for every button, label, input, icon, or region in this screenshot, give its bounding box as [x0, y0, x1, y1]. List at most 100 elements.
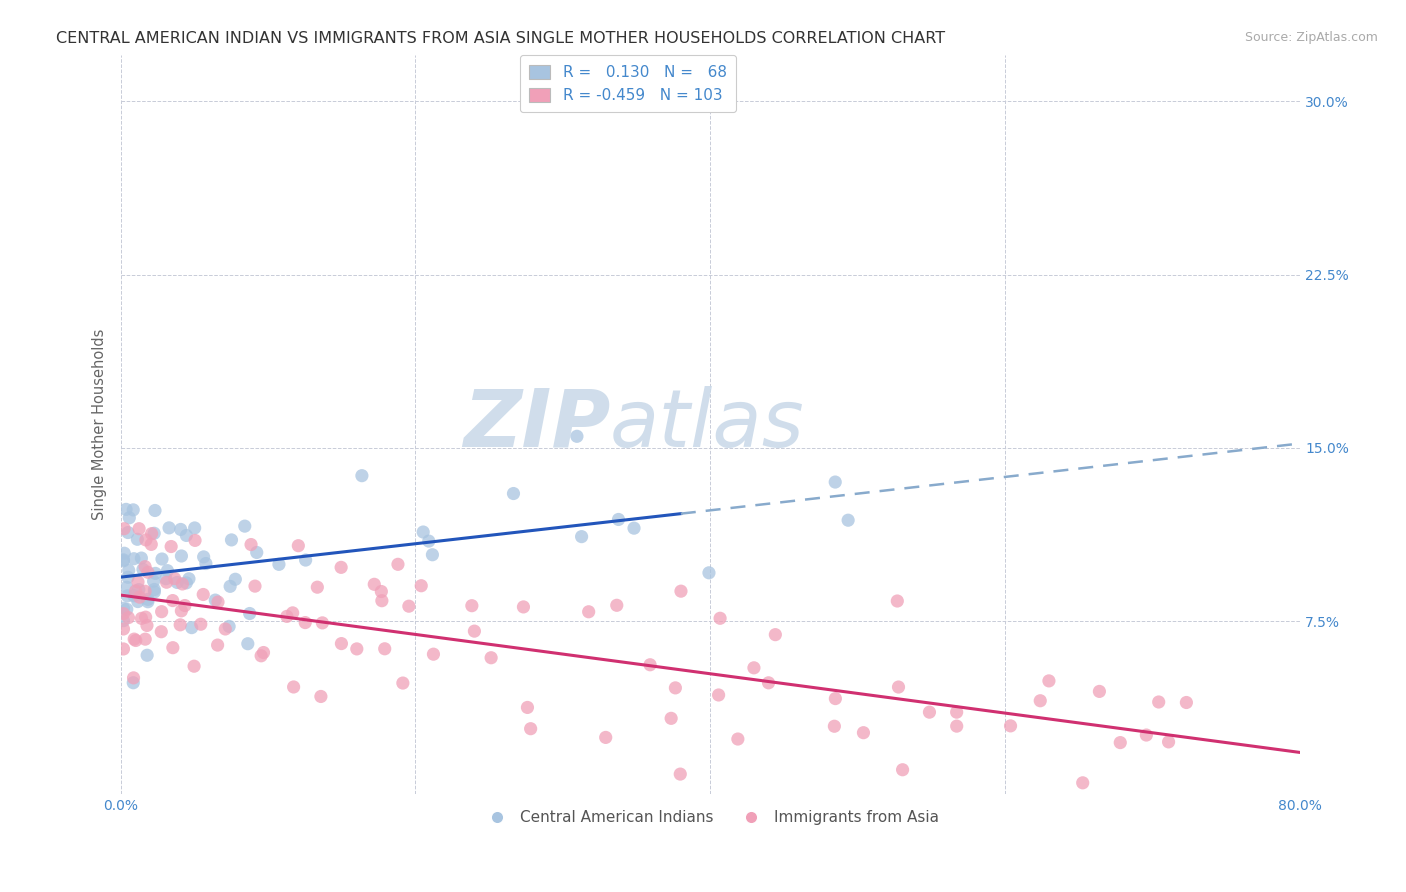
Point: [824, 475, 846, 489]
Text: CENTRAL AMERICAN INDIAN VS IMMIGRANTS FROM ASIA SINGLE MOTHER HOUSEHOLDS CORRELA: CENTRAL AMERICAN INDIAN VS IMMIGRANTS FR…: [56, 31, 945, 46]
Text: ZIP: ZIP: [463, 385, 610, 464]
Point: [243, 579, 266, 593]
Point: [945, 705, 967, 719]
Point: [112, 554, 135, 568]
Point: [131, 551, 153, 566]
Point: [207, 638, 229, 652]
Point: [124, 584, 146, 599]
Point: [1147, 695, 1170, 709]
Point: [1109, 736, 1132, 750]
Point: [461, 599, 484, 613]
Point: [512, 599, 534, 614]
Point: [157, 521, 180, 535]
Point: [112, 614, 135, 628]
Point: [141, 537, 163, 551]
Point: [150, 624, 173, 639]
Point: [193, 549, 215, 564]
Point: [502, 486, 524, 500]
Point: [112, 642, 135, 657]
Point: [156, 564, 179, 578]
Point: [412, 524, 434, 539]
Point: [1038, 673, 1060, 688]
Point: [709, 611, 731, 625]
Point: [350, 468, 373, 483]
Point: [172, 577, 194, 591]
Point: [150, 605, 173, 619]
Point: [363, 577, 385, 591]
Point: [177, 572, 200, 586]
Point: [176, 575, 198, 590]
Point: [117, 610, 139, 624]
Point: [162, 593, 184, 607]
Point: [183, 659, 205, 673]
Point: [150, 552, 173, 566]
Text: atlas: atlas: [610, 385, 804, 464]
Point: [887, 680, 910, 694]
Point: [112, 522, 135, 536]
Point: [136, 618, 159, 632]
Point: [623, 521, 645, 535]
Point: [122, 632, 145, 646]
Point: [392, 676, 415, 690]
Point: [135, 610, 157, 624]
Point: [463, 624, 485, 639]
Point: [112, 601, 135, 615]
Point: [128, 582, 150, 597]
Point: [117, 570, 139, 584]
Point: [516, 700, 538, 714]
Point: [240, 537, 263, 551]
Point: [1175, 696, 1198, 710]
Point: [664, 681, 686, 695]
Point: [122, 671, 145, 685]
Point: [141, 526, 163, 541]
Point: [127, 594, 149, 608]
Point: [824, 691, 846, 706]
Point: [169, 617, 191, 632]
Y-axis label: Single Mother Households: Single Mother Households: [93, 329, 107, 520]
Point: [134, 584, 156, 599]
Point: [194, 557, 217, 571]
Point: [1029, 694, 1052, 708]
Point: [115, 602, 138, 616]
Point: [122, 551, 145, 566]
Point: [134, 632, 156, 647]
Point: [136, 592, 159, 607]
Point: [607, 512, 630, 526]
Point: [742, 661, 765, 675]
Point: [250, 648, 273, 663]
Point: [170, 549, 193, 563]
Point: [246, 545, 269, 559]
Point: [823, 719, 845, 733]
Point: [218, 619, 240, 633]
Point: [131, 611, 153, 625]
Point: [122, 589, 145, 603]
Point: [267, 558, 290, 572]
Point: [183, 521, 205, 535]
Point: [638, 657, 661, 672]
Point: [1071, 776, 1094, 790]
Point: [143, 582, 166, 597]
Point: [112, 607, 135, 621]
Point: [852, 725, 875, 739]
Point: [891, 763, 914, 777]
Point: [214, 622, 236, 636]
Point: [115, 580, 138, 594]
Point: [707, 688, 730, 702]
Point: [252, 646, 274, 660]
Point: [145, 566, 167, 581]
Point: [128, 522, 150, 536]
Point: [330, 637, 353, 651]
Point: [204, 593, 226, 607]
Point: [565, 429, 588, 443]
Point: [309, 690, 332, 704]
Point: [886, 594, 908, 608]
Point: [595, 731, 617, 745]
Point: [134, 559, 156, 574]
Point: [224, 572, 246, 586]
Point: [132, 562, 155, 576]
Point: [118, 563, 141, 577]
Point: [143, 526, 166, 541]
Legend: Central American Indians, Immigrants from Asia: Central American Indians, Immigrants fro…: [475, 804, 945, 831]
Point: [239, 607, 262, 621]
Point: [117, 525, 139, 540]
